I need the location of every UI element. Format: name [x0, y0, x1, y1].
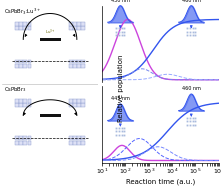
Bar	[69, 26, 72, 30]
Bar	[81, 60, 85, 64]
Bar	[19, 22, 23, 26]
Bar	[28, 141, 31, 145]
Bar	[15, 64, 19, 68]
Bar	[73, 60, 77, 64]
Bar	[15, 26, 19, 30]
Bar	[69, 103, 72, 107]
Text: CsPbBr$_3$: CsPbBr$_3$	[4, 85, 27, 94]
Bar	[73, 99, 77, 103]
Bar	[77, 99, 81, 103]
Bar	[77, 136, 81, 140]
Bar	[69, 22, 72, 26]
Bar	[77, 103, 81, 107]
Bar	[28, 64, 31, 68]
Bar	[23, 99, 27, 103]
Bar	[23, 60, 27, 64]
Bar	[23, 141, 27, 145]
Bar	[81, 103, 85, 107]
Bar	[73, 64, 77, 68]
Text: 460 nm: 460 nm	[182, 86, 201, 91]
Bar	[28, 136, 31, 140]
Bar	[73, 103, 77, 107]
Bar	[73, 141, 77, 145]
Text: 460 nm: 460 nm	[182, 0, 201, 3]
Bar	[40, 38, 61, 41]
Bar	[28, 103, 31, 107]
Text: 430 nm: 430 nm	[111, 0, 130, 3]
Bar	[23, 136, 27, 140]
Bar	[28, 99, 31, 103]
Text: Relative population: Relative population	[118, 54, 124, 122]
Bar	[23, 22, 27, 26]
Bar	[77, 22, 81, 26]
Bar	[77, 64, 81, 68]
Text: Lu$^{3+}$: Lu$^{3+}$	[45, 28, 55, 37]
Bar	[81, 26, 85, 30]
Bar	[81, 22, 85, 26]
Text: CsPbBr$_3$:Lu$^{3+}$: CsPbBr$_3$:Lu$^{3+}$	[4, 6, 41, 17]
Bar	[69, 60, 72, 64]
Bar	[19, 60, 23, 64]
Bar	[77, 141, 81, 145]
Bar	[19, 136, 23, 140]
Bar	[23, 26, 27, 30]
X-axis label: Reaction time (a.u.): Reaction time (a.u.)	[126, 178, 195, 185]
Bar	[15, 99, 19, 103]
Bar	[19, 141, 23, 145]
Bar	[69, 64, 72, 68]
Bar	[23, 64, 27, 68]
Bar	[28, 22, 31, 26]
Text: 445 nm: 445 nm	[111, 96, 130, 101]
Bar	[69, 99, 72, 103]
Bar	[15, 22, 19, 26]
Bar	[73, 136, 77, 140]
Bar	[77, 60, 81, 64]
Bar	[73, 26, 77, 30]
Bar	[28, 60, 31, 64]
Bar	[19, 99, 23, 103]
Bar	[81, 141, 85, 145]
Bar	[81, 136, 85, 140]
Bar	[81, 99, 85, 103]
Bar	[69, 136, 72, 140]
Bar	[15, 60, 19, 64]
Bar	[77, 26, 81, 30]
Bar	[81, 64, 85, 68]
Bar	[28, 26, 31, 30]
Bar	[73, 22, 77, 26]
Bar	[19, 64, 23, 68]
Bar	[23, 103, 27, 107]
Bar	[15, 141, 19, 145]
Bar	[19, 103, 23, 107]
Bar	[15, 103, 19, 107]
Bar	[69, 141, 72, 145]
Bar	[19, 26, 23, 30]
Bar	[15, 136, 19, 140]
Bar	[40, 114, 61, 117]
